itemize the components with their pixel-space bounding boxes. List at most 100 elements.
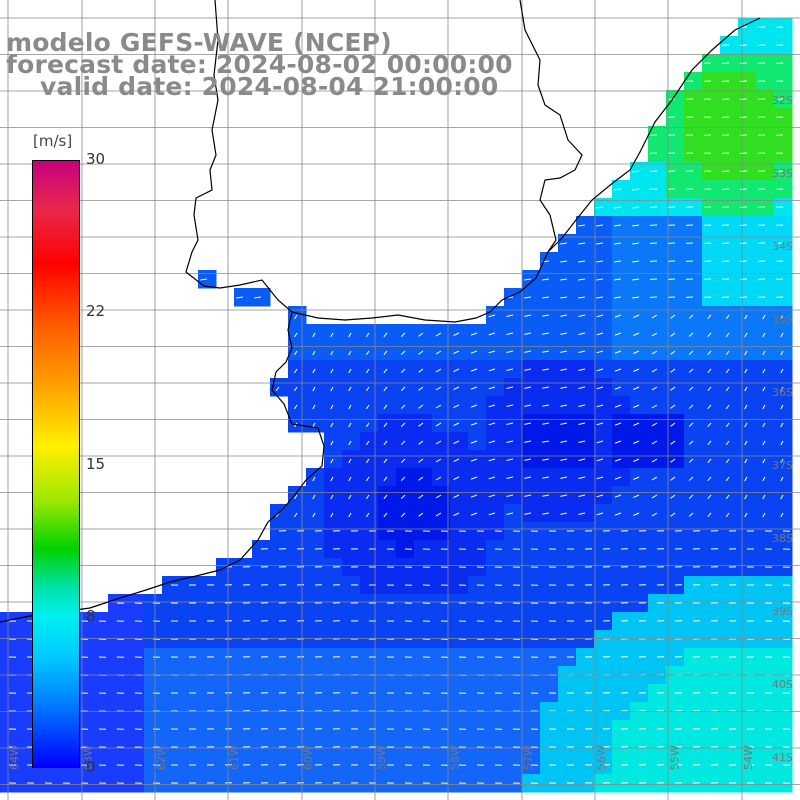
wind-arrow: [780, 350, 784, 356]
wind-arrow: [542, 404, 550, 407]
field-cell: [612, 324, 631, 343]
field-cell: [594, 270, 613, 289]
field-cell: [756, 198, 775, 217]
field-cell: [576, 486, 595, 505]
field-cell: [774, 54, 793, 73]
wind-arrow: [524, 476, 532, 479]
wind-arrow: [294, 368, 298, 374]
wind-arrow: [725, 440, 730, 446]
wind-arrow: [542, 386, 550, 389]
wind-arrow: [312, 332, 316, 338]
field-cell: [522, 306, 541, 325]
field-cell: [468, 450, 487, 469]
wind-arrow: [453, 494, 460, 499]
wind-arrow: [578, 404, 586, 407]
field-cell: [666, 468, 685, 487]
field-cell: [522, 288, 541, 307]
field-cell: [504, 432, 523, 451]
field-cell: [414, 450, 433, 469]
field-cell: [594, 342, 613, 361]
field-cell: [756, 216, 775, 235]
wind-arrow: [383, 476, 388, 482]
wind-arrow: [312, 404, 316, 410]
field-cell: [702, 162, 721, 181]
field-cell: [576, 270, 595, 289]
field-cell: [684, 342, 703, 361]
wind-arrow: [614, 440, 622, 444]
field-cell: [504, 306, 523, 325]
wind-arrow: [688, 494, 694, 499]
field-cell: [666, 270, 685, 289]
field-cell: [738, 234, 757, 253]
wind-arrow: [596, 206, 604, 209]
wind-arrow: [560, 458, 568, 461]
field-cell: [450, 468, 469, 487]
field-cell: [756, 144, 775, 163]
wind-arrow: [418, 404, 424, 409]
wind-arrow: [348, 386, 352, 392]
field-cell: [774, 180, 793, 199]
field-cell: [648, 252, 667, 271]
wind-arrow: [506, 368, 514, 371]
field-cell: [666, 234, 685, 253]
argentina-coast: [0, 311, 325, 623]
wind-arrow: [744, 476, 748, 482]
field-cell: [666, 432, 685, 451]
wind-arrow: [560, 332, 568, 335]
field-cell: [540, 378, 559, 397]
wind-arrow: [488, 332, 496, 336]
wind-arrow: [488, 422, 496, 426]
wind-arrow: [670, 404, 676, 409]
field-cell: [594, 450, 613, 469]
field-cell: [486, 450, 505, 469]
field-cell: [504, 342, 523, 361]
field-cell: [414, 486, 433, 505]
field-cell: [756, 162, 775, 181]
longitude-label: 63W: [81, 745, 94, 770]
latitude-label: 32S: [772, 94, 793, 107]
field-cell: [774, 126, 793, 145]
wind-arrow: [330, 422, 334, 428]
field-cell: [630, 450, 649, 469]
field-cell: [612, 216, 631, 235]
wind-arrow: [780, 440, 784, 446]
field-cell: [666, 108, 685, 127]
wind-arrow: [651, 332, 658, 337]
wind-arrow: [578, 224, 586, 227]
field-cell: [612, 432, 631, 451]
wind-arrow: [506, 332, 514, 335]
field-cell: [684, 486, 703, 505]
wind-arrow: [762, 422, 766, 428]
field-cell: [594, 252, 613, 271]
field-cell: [540, 432, 559, 451]
field-cell: [666, 144, 685, 163]
wind-arrow: [294, 494, 298, 500]
field-cell: [756, 90, 775, 109]
field-cell: [702, 126, 721, 145]
wind-arrow: [560, 476, 568, 479]
field-cell: [756, 72, 775, 91]
field-cell: [684, 144, 703, 163]
field-cell: [396, 414, 415, 433]
field-cell: [468, 504, 487, 523]
latitude-label: 37S: [772, 459, 793, 472]
field-cell: [414, 504, 433, 523]
wind-arrow: [614, 332, 622, 336]
field-cell: [540, 252, 559, 271]
wind-arrow: [744, 422, 748, 428]
wind-arrow: [596, 404, 604, 408]
field-cell: [612, 360, 631, 379]
wind-arrow: [542, 296, 550, 299]
field-cell: [450, 378, 469, 397]
field-cell: [702, 144, 721, 163]
wind-arrow: [707, 404, 712, 410]
field-cell: [450, 324, 469, 343]
field-cell: [612, 270, 631, 289]
field-cell: [702, 108, 721, 127]
field-cell: [522, 414, 541, 433]
wind-arrow: [596, 296, 604, 299]
field-cell: [558, 234, 577, 253]
field-cell: [450, 432, 469, 451]
field-cell: [594, 234, 613, 253]
